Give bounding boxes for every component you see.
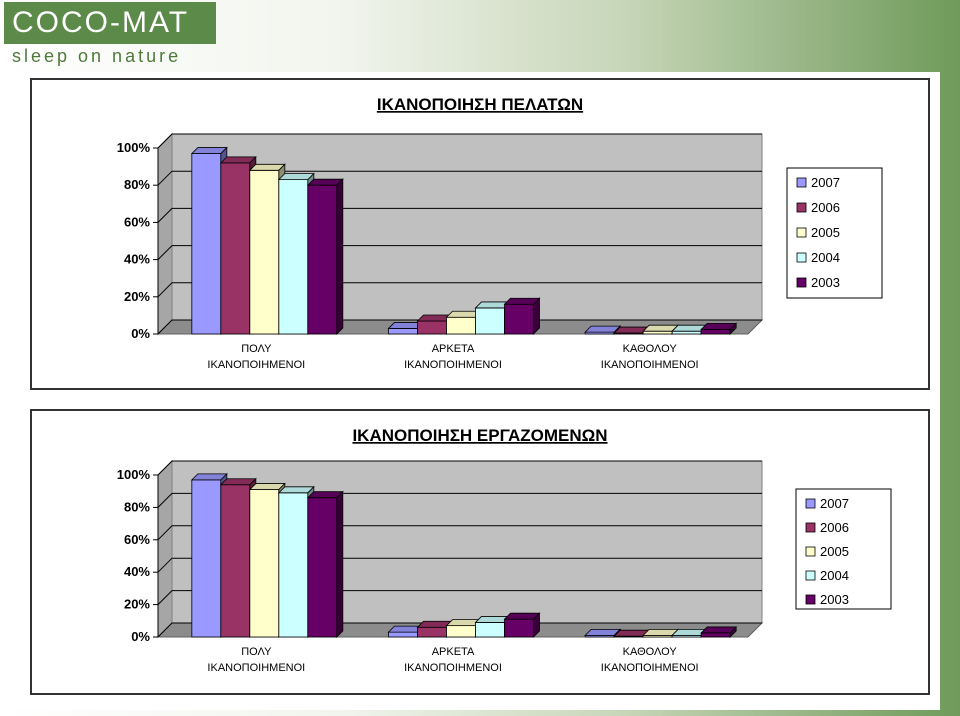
y-tick-label: 80% [124,499,150,514]
bar-side [729,322,737,335]
y-tick-label: 80% [124,177,150,192]
legend-swatch [805,522,816,533]
y-tick-label: 100% [117,467,151,482]
y-tick-label: 20% [124,289,150,304]
legend-label: 2007 [820,496,849,511]
legend-swatch [805,546,816,557]
bar [388,328,418,335]
chart-title: ΙΚΑΝΟΠΟΙΗΣΗ ΠΕΛΑΤΩΝ [377,95,583,114]
brand-name: COCO-MAT [4,2,216,44]
legend-label: 2006 [811,200,840,215]
chart-title: ΙΚΑΝΟΠΟΙΗΣΗ ΕΡΓΑΖΟΜΕΝΩΝ [352,426,607,445]
plot-side-wall [157,132,173,336]
legend-swatch [805,498,816,509]
bar [220,484,251,638]
gridline [157,492,762,508]
legend-swatch [796,252,807,263]
bar [504,303,534,335]
bar [446,316,476,335]
gridline [157,170,762,186]
gridline [157,207,762,223]
bar [191,153,222,335]
gridline [157,245,762,260]
bar [700,632,731,638]
legend-swatch [796,227,807,238]
employee-satisfaction-chart: ΙΚΑΝΟΠΟΙΗΣΗ ΕΡΓΑΖΟΜΕΝΩΝ 0% 20% 40% 60% 80% 100… [30,409,930,695]
y-tick-label: 0% [131,629,150,644]
legend-swatch [805,594,816,605]
legend-swatch [796,202,807,213]
bar [191,479,222,638]
x-category-label: ΙΚΑΝΟΠΟΙΗΜΕΝΟΙ [404,359,502,371]
y-tick-label: 0% [131,326,150,341]
legend-label: 2003 [811,275,840,290]
bar [475,307,505,335]
x-category-label: ΠΟΛΥ [241,646,272,658]
x-category-label: ΠΟΛΥ [241,343,272,355]
y-tick-label: 20% [124,597,150,612]
bar [278,492,309,638]
bar [249,489,280,638]
bar [504,618,534,638]
bar [249,169,280,335]
x-category-label: ΙΚΑΝΟΠΟΙΗΜΕΝΟΙ [601,359,699,371]
gridline [157,133,762,149]
bar [446,625,476,638]
y-tick-label: 100% [117,140,151,155]
x-category-label: ΚΑΘΟΛΟΥ [623,343,678,355]
legend-label: 2007 [811,175,840,190]
bar [388,631,418,638]
bar [417,320,447,335]
bar [278,179,309,335]
gridline [157,590,762,605]
legend-swatch [796,277,807,288]
bar [671,330,702,335]
x-category-label: ΚΑΘΟΛΟΥ [623,646,678,658]
gridline [157,319,762,335]
legend-label: 2006 [820,520,849,535]
employee-satisfaction-plot: ΙΚΑΝΟΠΟΙΗΣΗ ΕΡΓΑΖΟΜΕΝΩΝ 0% 20% 40% 60% 80% 100… [117,426,892,674]
bar-side [336,490,344,638]
brand-logo: COCO-MAT sleep on nature [4,2,220,72]
legend-label: 2004 [820,568,849,583]
legend-label: 2005 [820,544,849,559]
bar [307,184,338,335]
x-category-label: ΑΡΚΕΤΑ [432,646,475,658]
gridline [157,282,762,298]
bar-side [336,178,344,335]
legend-swatch [796,177,807,188]
y-tick-label: 60% [124,532,150,547]
gridline [157,460,762,476]
legend-swatch [805,570,816,581]
y-tick-label: 40% [124,564,150,579]
legend-label: 2005 [811,225,840,240]
x-category-label: ΙΚΑΝΟΠΟΙΗΜΕΝΟΙ [404,662,502,674]
brand-tagline: sleep on nature [12,46,182,66]
y-tick-label: 60% [124,214,150,229]
bar [475,622,505,638]
bar [417,626,447,638]
gridline [157,557,762,573]
x-category-label: ΙΚΑΝΟΠΟΙΗΜΕΝΟΙ [207,359,305,371]
x-category-label: ΙΚΑΝΟΠΟΙΗΜΕΝΟΙ [601,662,699,674]
customer-satisfaction-chart: ΙΚΑΝΟΠΟΙΗΣΗ ΠΕΛΑΤΩΝ 0% 20% 40% 60% 80% 100% ΠΟΛ… [30,78,930,390]
x-category-label: ΑΡΚΕΤΑ [432,343,475,355]
bar [307,497,338,638]
bar-side [729,625,737,638]
bar-side [533,297,540,335]
bar [220,162,251,335]
gridline [157,622,762,638]
plot-side-wall [157,459,173,639]
bar-side [533,612,540,638]
legend-label: 2004 [811,250,840,265]
legend-label: 2003 [820,592,849,607]
gridline [157,525,762,541]
bar [700,328,731,335]
bar [642,330,673,335]
x-category-label: ΙΚΑΝΟΠΟΙΗΜΕΝΟΙ [207,662,305,674]
customer-satisfaction-plot: ΙΚΑΝΟΠΟΙΗΣΗ ΠΕΛΑΤΩΝ 0% 20% 40% 60% 80% 100% ΠΟΛ… [117,95,883,371]
y-tick-label: 40% [124,252,150,267]
